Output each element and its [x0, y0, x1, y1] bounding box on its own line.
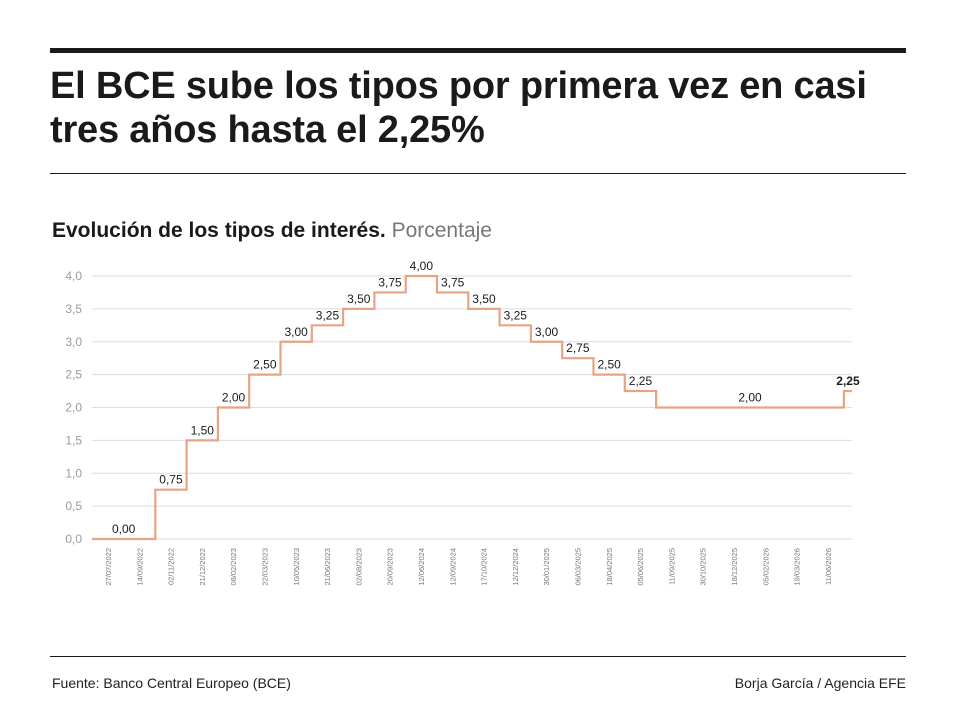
x-tick-label: 18/12/2025: [730, 548, 739, 586]
data-label: 2,50: [253, 358, 277, 372]
top-rule: [50, 48, 906, 53]
x-tick-label: 05/06/2025: [636, 548, 645, 586]
y-tick-label: 2,5: [65, 368, 82, 382]
data-label: 2,25: [629, 374, 653, 388]
x-tick-label: 21/06/2023: [323, 548, 332, 586]
x-tick-label: 10/05/2023: [292, 548, 301, 586]
x-tick-label: 12/09/2024: [448, 548, 457, 586]
x-tick-label: 17/10/2024: [480, 548, 489, 586]
x-tick-label: 30/01/2025: [542, 548, 551, 586]
data-label: 3,75: [441, 275, 465, 289]
x-tick-label: 21/12/2022: [198, 548, 207, 586]
x-tick-label: 12/06/2024: [417, 548, 426, 586]
data-label: 3,50: [347, 292, 371, 306]
x-tick-label: 06/03/2025: [574, 548, 583, 586]
data-label: 3,00: [284, 325, 308, 339]
data-label: 3,00: [535, 325, 559, 339]
y-tick-label: 2,0: [65, 401, 82, 415]
y-tick-label: 0,0: [65, 532, 82, 546]
y-tick-label: 0,5: [65, 499, 82, 513]
data-label: 3,25: [316, 308, 340, 322]
y-axis-ticks: 0,0 0,5 1,0 1,5 2,0 2,5 3,0 3,5 4,0: [65, 269, 82, 546]
headline-divider: [50, 173, 906, 174]
x-tick-label: 27/07/2022: [104, 548, 113, 586]
data-label: 1,50: [191, 423, 215, 437]
data-label: 3,25: [504, 308, 528, 322]
x-tick-label: 11/09/2025: [667, 548, 676, 585]
y-tick-label: 1,5: [65, 433, 82, 447]
x-tick-label: 20/09/2023: [386, 548, 395, 586]
y-tick-label: 3,0: [65, 335, 82, 349]
chart-title: Evolución de los tipos de interés.: [52, 219, 386, 242]
y-tick-label: 3,5: [65, 302, 82, 316]
x-tick-label: 05/02/2026: [761, 548, 770, 586]
x-tick-label: 18/04/2025: [605, 548, 614, 586]
rate-step-line: [92, 274, 852, 541]
x-tick-label: 12/12/2024: [511, 548, 520, 586]
x-tick-label: 22/03/2023: [261, 548, 270, 586]
rate-series: [92, 274, 852, 541]
credit-note: Borja García / Agencia EFE: [734, 675, 906, 691]
x-tick-label: 02/08/2023: [354, 548, 363, 586]
y-tick-label: 1,0: [65, 466, 82, 480]
data-label: 0,75: [159, 473, 183, 487]
footer-divider: [50, 656, 906, 657]
data-label: 2,00: [222, 391, 246, 405]
y-tick-label: 4,0: [65, 269, 82, 283]
chart-heading: Evolución de los tipos de interés. Porce…: [52, 219, 492, 243]
data-label: 0,00: [112, 522, 136, 536]
x-tick-label: 30/10/2025: [699, 548, 708, 586]
data-label: 3,75: [378, 275, 402, 289]
chart-subtitle: Porcentaje: [391, 219, 492, 242]
data-label: 2,75: [566, 341, 590, 355]
data-label: 2,00: [738, 391, 762, 405]
data-label: 4,00: [410, 259, 434, 273]
x-tick-label: 02/11/2022: [167, 548, 176, 585]
source-note: Fuente: Banco Central Europeo (BCE): [52, 675, 291, 691]
data-labels: 0,00 0,75 1,50 2,00 2,50 3,00 3,25 3,50 3,75 4,00…: [112, 259, 860, 536]
x-tick-label: 19/03/2026: [793, 548, 802, 586]
headline: El BCE sube los tipos por primera vez en…: [50, 65, 867, 151]
x-axis-ticks: 27/07/2022 14/09/2022 02/11/2022 21/12/2022…: [104, 548, 833, 586]
data-label: 2,25: [836, 374, 860, 388]
data-label: 2,50: [597, 358, 621, 372]
x-tick-label: 08/02/2023: [229, 548, 238, 586]
x-tick-label: 11/06/2026: [824, 548, 833, 585]
data-label: 3,50: [472, 292, 496, 306]
x-tick-label: 14/09/2022: [135, 548, 144, 586]
